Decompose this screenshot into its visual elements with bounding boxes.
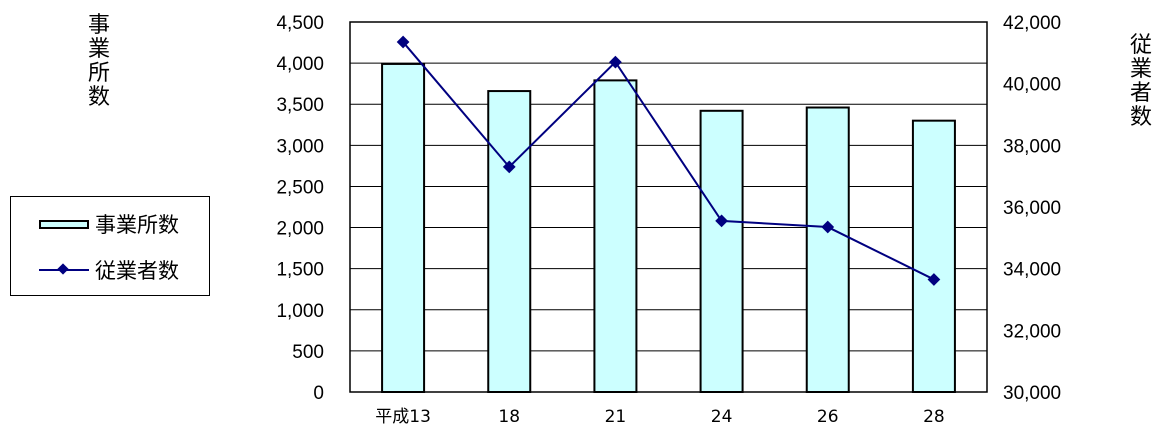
- bar: [593, 79, 638, 393]
- ylabel-right-char-0: 従: [1129, 33, 1152, 58]
- ylabel-right-char-1: 業: [1129, 57, 1152, 82]
- ylabel-left-char-3: 数: [87, 85, 110, 110]
- y-tick-right: 36,000: [1003, 198, 1061, 219]
- y-axis-left-label: 事業所数: [84, 14, 114, 110]
- y-tick-left: 1,000: [276, 301, 324, 322]
- x-tick-label: 24: [711, 407, 733, 427]
- x-tick-label: 18: [498, 407, 520, 427]
- legend-swatch-line: [39, 263, 89, 277]
- ylabel-left-char-0: 事: [87, 13, 110, 38]
- line-series: [402, 41, 935, 281]
- x-tick-label: 26: [817, 407, 839, 427]
- bar: [487, 90, 532, 393]
- legend: 事業所数 従業者数: [10, 196, 210, 296]
- y-tick-left: 4,500: [276, 13, 324, 34]
- line-marker: [396, 35, 410, 49]
- x-tick-label: 21: [605, 407, 627, 427]
- y-tick-left: 2,000: [276, 219, 324, 240]
- ylabel-right-char-2: 者: [1129, 81, 1152, 106]
- x-tick-label: 28: [923, 407, 945, 427]
- bar: [911, 119, 956, 394]
- legend-swatch-bar: [39, 219, 89, 229]
- ylabel-right-char-3: 数: [1129, 105, 1152, 130]
- y-tick-left: 0: [313, 383, 324, 404]
- legend-label-bar: 事業所数: [95, 213, 179, 237]
- y-tick-right: 30,000: [1003, 383, 1061, 404]
- bar: [699, 109, 744, 394]
- y-tick-left: 2,500: [276, 177, 324, 198]
- y-tick-left: 3,500: [276, 95, 324, 116]
- y-tick-right: 40,000: [1003, 75, 1061, 96]
- legend-item-line: 従業者数: [39, 255, 179, 285]
- y-tick-left: 500: [292, 342, 324, 363]
- y-tick-right: 42,000: [1003, 13, 1061, 34]
- bar: [805, 106, 850, 393]
- y-tick-right: 32,000: [1003, 321, 1061, 342]
- ylabel-left-char-2: 所: [87, 61, 110, 86]
- y-tick-right: 34,000: [1003, 260, 1061, 281]
- y-tick-left: 1,500: [276, 260, 324, 281]
- x-tick-label: 平成13: [375, 407, 431, 427]
- plot-frame: [349, 21, 988, 393]
- y-tick-left: 4,000: [276, 54, 324, 75]
- legend-item-bar: 事業所数: [39, 209, 179, 239]
- legend-label-line: 従業者数: [95, 259, 179, 283]
- ylabel-left-char-1: 業: [87, 37, 110, 62]
- y-tick-left: 3,000: [276, 136, 324, 157]
- y-tick-right: 38,000: [1003, 136, 1061, 157]
- y-axis-right-label: 従業者数: [1126, 34, 1156, 130]
- bar: [381, 62, 426, 394]
